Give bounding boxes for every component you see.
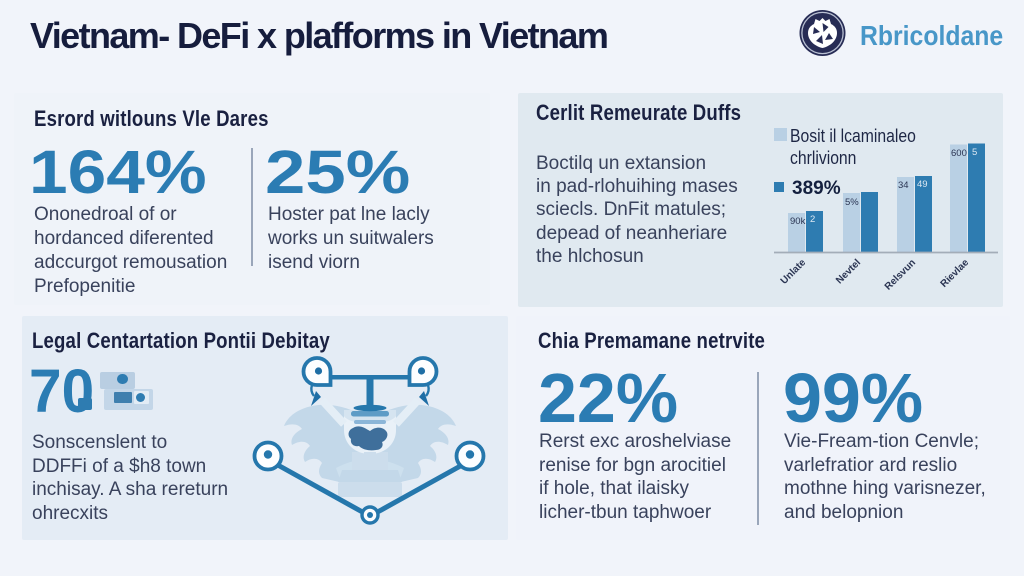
svg-text:49: 49 bbox=[917, 179, 928, 190]
svg-text:Unlate: Unlate bbox=[779, 257, 809, 287]
svg-text:5%: 5% bbox=[845, 197, 859, 208]
svg-text:Relsvun: Relsvun bbox=[883, 257, 918, 292]
svg-text:90k: 90k bbox=[790, 216, 806, 227]
svg-text:600: 600 bbox=[951, 148, 967, 159]
svg-text:Nevtel: Nevtel bbox=[834, 257, 863, 286]
svg-text:34: 34 bbox=[898, 180, 909, 191]
svg-text:2: 2 bbox=[810, 214, 815, 225]
svg-text:5: 5 bbox=[972, 147, 977, 158]
svg-text:Rievlae: Rievlae bbox=[939, 257, 972, 290]
